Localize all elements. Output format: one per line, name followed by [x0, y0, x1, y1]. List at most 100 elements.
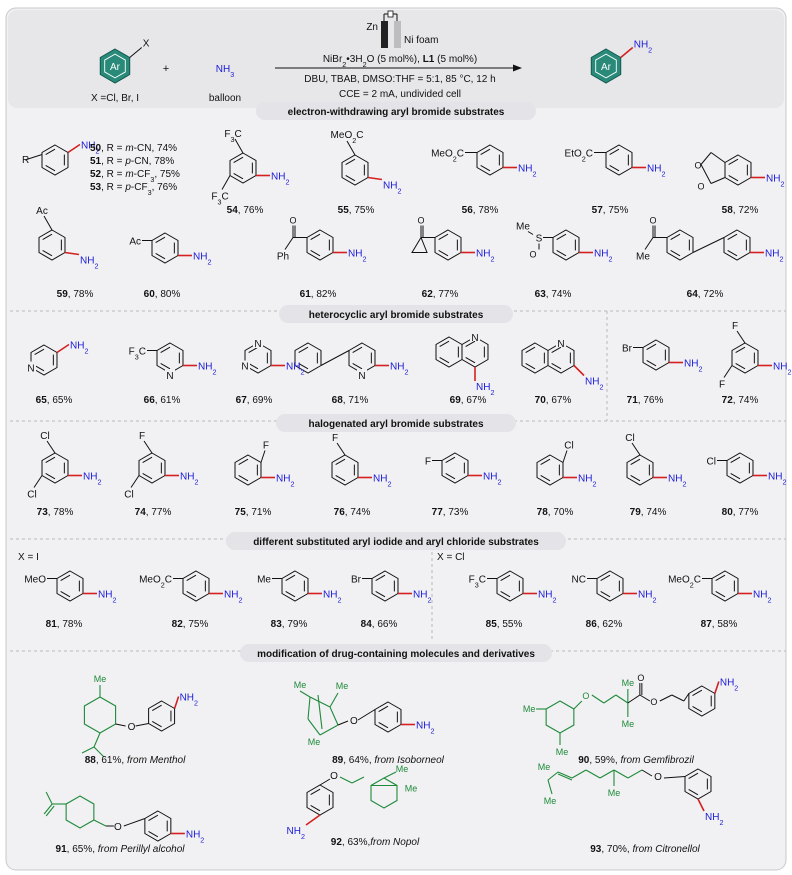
label-part: NH: [773, 362, 787, 373]
bond: [43, 215, 53, 231]
label-part: 1: [434, 74, 440, 85]
label-part: C: [234, 129, 241, 140]
substituent-label: Ac: [36, 206, 48, 217]
label-part: , 63%,: [342, 837, 370, 848]
label-part: Me: [608, 788, 621, 798]
label-part: , 55%: [497, 619, 523, 630]
label-part: Cl: [124, 490, 133, 501]
label-part: NC: [572, 575, 586, 586]
amine-label: NH2: [390, 362, 408, 377]
label-part: , 72%: [733, 205, 759, 216]
compound-caption: 69, 67%: [450, 395, 487, 406]
label-part: , 66%: [372, 619, 398, 630]
amine-label: NH2: [594, 249, 612, 264]
bond: [123, 818, 146, 827]
bond: [627, 769, 643, 779]
bond: [557, 771, 573, 779]
label-part: C: [479, 575, 486, 586]
label-part: , 75%: [603, 205, 629, 216]
label-part: 2: [363, 60, 367, 69]
label-part: , 69%: [247, 395, 273, 406]
substituent-label: F: [139, 431, 145, 442]
label-part: 2: [301, 832, 305, 841]
bond: [173, 696, 180, 709]
compound-caption: 75, 71%: [235, 507, 272, 518]
label-part: NH: [216, 64, 230, 75]
bond: [445, 472, 456, 480]
bond: [480, 164, 491, 172]
label-part: CN: [137, 143, 151, 154]
label-part: Cl: [625, 433, 634, 444]
compound-caption: 60, 80%: [144, 289, 181, 300]
n-mask: [240, 360, 251, 371]
label-part: NH: [224, 590, 238, 601]
label-part: 56: [462, 205, 474, 216]
bond: [129, 47, 143, 58]
label-part: 74: [135, 507, 147, 518]
label-part: 2: [552, 595, 556, 604]
bond: [67, 143, 81, 154]
label-part: Me: [556, 747, 569, 757]
bond: [600, 590, 611, 598]
oxygen-label: O: [530, 250, 537, 260]
label-part: different substituted aryl iodide and ar…: [253, 537, 539, 548]
bond: [710, 177, 726, 184]
bond: [692, 237, 725, 253]
label-part: 2: [497, 477, 501, 486]
amine-label: NH2: [753, 590, 771, 605]
label-part: Br: [351, 575, 362, 586]
ammonia-label: NH3: [216, 64, 234, 79]
label-part: Ph: [277, 252, 289, 263]
substituent-label: F: [332, 433, 338, 444]
bond: [142, 472, 153, 480]
label-part: Me: [257, 575, 271, 586]
label-part: 75: [235, 507, 247, 518]
label-part: Ar: [110, 62, 121, 73]
label-part: NH: [286, 362, 300, 373]
label-part: h: [487, 74, 495, 85]
label-part: N: [358, 371, 365, 382]
bond: [700, 152, 712, 165]
label-part: NH: [765, 249, 779, 260]
amine-label: NH2: [286, 362, 304, 377]
label-part: O: [695, 161, 702, 171]
label-part: 51: [90, 156, 102, 167]
bond: [148, 814, 159, 822]
label-part: 2: [453, 154, 457, 163]
label-part: , 59%,: [589, 755, 620, 766]
label-part: MeO: [24, 575, 46, 586]
label-part: 66: [144, 395, 156, 406]
label-part: , 70%: [548, 507, 574, 518]
label-part: R: [22, 155, 29, 166]
label-part: C: [221, 192, 228, 203]
label-part: X = Cl: [437, 552, 465, 563]
substituent-label: F3C: [211, 192, 228, 207]
bond: [351, 776, 365, 784]
compound-caption: 81, 78%: [46, 619, 83, 630]
label-part: O: [650, 216, 657, 226]
bond: [727, 233, 738, 241]
bond: [615, 694, 629, 704]
label-part: , R =: [101, 156, 125, 167]
bond: [551, 362, 562, 370]
label-part: 55: [338, 205, 350, 216]
drug-label: Me: [294, 680, 307, 690]
halide-x-label: X: [143, 39, 150, 50]
amine-label: NH2: [765, 249, 783, 264]
label-part: Ar: [601, 62, 612, 73]
bond: [42, 249, 53, 257]
bond: [438, 233, 449, 241]
label-part: F: [211, 192, 217, 203]
label-part: 65: [36, 395, 48, 406]
substituent-label: Cl: [625, 433, 634, 444]
benzene-ring: [229, 152, 257, 184]
label-part: Ac: [129, 237, 141, 248]
compound-caption: 66, 61%: [144, 395, 181, 406]
label-part: EtO: [565, 149, 582, 160]
substituent-label: F3C: [129, 347, 146, 362]
label-part: NH: [416, 721, 430, 732]
label-part: NH: [180, 693, 194, 704]
label-part: NH: [647, 164, 661, 175]
label-part: F: [263, 441, 269, 452]
label-part: 2: [372, 89, 378, 100]
